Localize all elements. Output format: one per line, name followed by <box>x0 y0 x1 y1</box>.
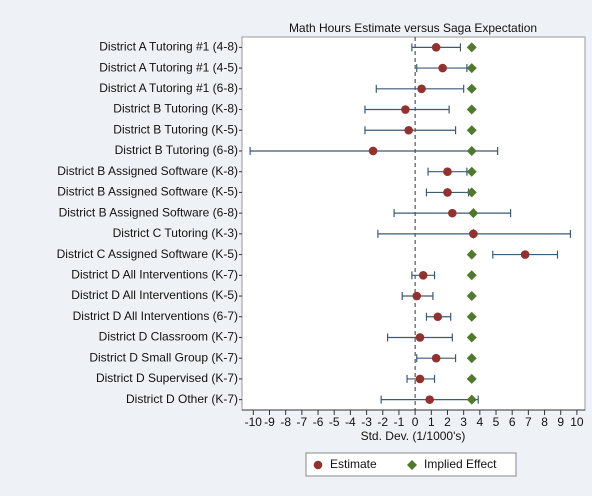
y-tick-label: District D All Interventions (K-5) <box>71 288 238 302</box>
estimate-marker <box>417 84 426 94</box>
estimate-marker <box>438 63 447 73</box>
chart-title: Math Hours Estimate versus Saga Expectat… <box>289 21 537 35</box>
legend-label: Estimate <box>330 457 377 471</box>
estimate-marker <box>431 43 441 52</box>
x-tick-label: 1 <box>428 415 435 429</box>
implied-marker <box>466 83 477 94</box>
x-tick-label: 3 <box>460 415 467 429</box>
implied-marker <box>466 145 477 156</box>
implied-marker <box>466 249 477 260</box>
legend-marker <box>313 460 323 470</box>
estimate-marker <box>469 229 478 239</box>
implied-marker <box>466 332 477 343</box>
x-tick-label: 4 <box>476 415 483 429</box>
y-tick-label: District D Supervised (K-7) <box>96 371 238 385</box>
implied-marker <box>466 394 477 405</box>
x-tick-label: 0 <box>412 415 419 429</box>
estimate-marker <box>443 188 452 197</box>
y-tick-label: District C Tutoring (K-3) <box>113 226 238 240</box>
y-tick-label: District B Tutoring (K-5) <box>113 122 238 136</box>
implied-marker <box>466 187 477 198</box>
implied-marker <box>466 125 477 136</box>
estimate-marker <box>448 208 457 218</box>
implied-marker <box>466 63 477 74</box>
y-tick-label: District C Assigned Software (K-5) <box>57 247 238 261</box>
estimate-marker <box>433 312 443 322</box>
x-tick-label: -4 <box>345 415 356 429</box>
y-tick-label: District B Assigned Software (K-8) <box>57 164 238 178</box>
x-tick-label: -5 <box>329 415 340 429</box>
plot-frame <box>241 36 586 411</box>
x-axis-title: Std. Dev. (1/1000's) <box>361 429 466 443</box>
y-tick-label: District D Classroom (K-7) <box>99 330 238 344</box>
x-tick-label: 10 <box>570 415 584 429</box>
legend-marker <box>407 460 417 470</box>
implied-marker <box>466 270 477 281</box>
implied-marker <box>466 291 477 302</box>
y-tick-label: District B Tutoring (K-8) <box>113 102 238 116</box>
x-tick-label: -9 <box>264 415 275 429</box>
y-tick-label: District D All Interventions (6-7) <box>73 309 238 323</box>
y-tick-label: District D Small Group (K-7) <box>89 350 238 364</box>
x-tick-label: -2 <box>377 415 388 429</box>
x-tick-label: 5 <box>493 415 500 429</box>
estimate-marker <box>404 125 413 135</box>
implied-marker <box>468 208 479 219</box>
y-tick-label: District A Tutoring #1 (4-8) <box>99 40 238 54</box>
estimate-marker <box>443 167 452 176</box>
estimate-marker <box>401 105 410 114</box>
x-tick-label: 9 <box>557 415 564 429</box>
x-tick-label: -7 <box>297 415 308 429</box>
y-tick-label: District B Tutoring (6-8) <box>115 143 238 157</box>
implied-marker <box>466 166 477 177</box>
estimate-marker <box>431 353 441 363</box>
estimate-marker <box>520 250 530 259</box>
x-tick-label: -10 <box>245 415 263 429</box>
x-tick-label: 2 <box>444 415 451 429</box>
estimate-marker <box>418 271 428 280</box>
implied-marker <box>466 104 477 115</box>
estimate-marker <box>425 395 434 404</box>
x-tick-label: -3 <box>361 415 372 429</box>
x-tick-label: -8 <box>280 415 291 429</box>
implied-marker <box>466 353 477 364</box>
legend-label: Implied Effect <box>424 457 497 471</box>
estimate-marker <box>415 374 425 384</box>
x-tick-label: -6 <box>313 415 324 429</box>
x-tick-label: 7 <box>525 415 532 429</box>
y-tick-label: District D All Interventions (K-7) <box>71 267 238 281</box>
estimate-marker <box>368 146 378 156</box>
implied-marker <box>466 373 477 384</box>
estimate-marker <box>415 333 425 342</box>
y-tick-label: District B Assigned Software (K-5) <box>57 185 238 199</box>
y-tick-label: District D Other (K-7) <box>126 392 238 406</box>
x-tick-label: 6 <box>509 415 516 429</box>
y-tick-label: District B Assigned Software (6-8) <box>59 205 238 219</box>
x-tick-label: 8 <box>541 415 548 429</box>
y-tick-label: District A Tutoring #1 (4-5) <box>99 60 238 74</box>
x-tick-label: -1 <box>394 415 405 429</box>
implied-marker <box>466 311 477 322</box>
y-tick-label: District A Tutoring #1 (6-8) <box>99 81 238 95</box>
estimate-marker <box>412 291 422 301</box>
implied-marker <box>466 42 477 53</box>
